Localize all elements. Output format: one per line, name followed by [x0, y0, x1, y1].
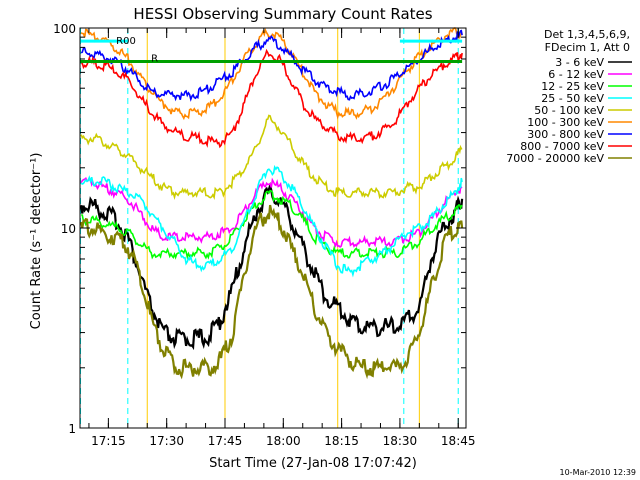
legend-label: 6 - 12 keV [548, 68, 604, 81]
legend-label: 300 - 800 keV [527, 128, 604, 141]
legend-label: 25 - 50 keV [541, 92, 604, 105]
series-line [81, 48, 463, 149]
x-tick-label: 18:45 [441, 434, 476, 448]
series-line [80, 27, 463, 121]
series-line [80, 177, 463, 249]
y-axis-label: Count Rate (s⁻¹ detector⁻¹) [29, 153, 44, 330]
flag-lines [80, 39, 463, 63]
y-tick-label: 100 [53, 22, 76, 36]
x-axis-label: Start Time (27-Jan-08 17:07:42) [209, 456, 417, 471]
series-line [80, 204, 464, 380]
x-tick-label: 18:15 [324, 434, 359, 448]
x-tick-label: 18:30 [383, 434, 418, 448]
legend-header: FDecim 1, Att 0 [545, 41, 630, 54]
annotation-label: R00 [116, 36, 136, 47]
legend-label: 12 - 25 keV [541, 80, 604, 93]
series-lines [80, 27, 464, 380]
series-line [80, 114, 463, 201]
chart-title: HESSI Observing Summary Count Rates [133, 5, 432, 23]
series-line [80, 164, 463, 278]
x-tick-label: 17:45 [208, 434, 243, 448]
annotations: R00 R [116, 36, 158, 64]
legend-label: 800 - 7000 keV [520, 140, 604, 153]
legend-header: Det 1,3,4,5,6,9, [544, 28, 630, 41]
legend-label: 3 - 6 keV [555, 56, 604, 69]
legend-label: 100 - 300 keV [527, 116, 604, 129]
axes: 1 10 100 17:15 17:30 17:45 18:00 18:15 18:30 18:4… [53, 22, 475, 448]
legend-label: 7000 - 20000 keV [506, 152, 604, 165]
y-tick-label: 10 [61, 222, 76, 236]
series-line [81, 189, 463, 260]
x-tick-label: 17:30 [149, 434, 184, 448]
footer-timestamp: 10-Mar-2010 12:39 [560, 468, 637, 477]
plot-area [80, 28, 466, 428]
y-tick-label: 1 [68, 422, 76, 436]
legend: Det 1,3,4,5,6,9,FDecim 1, Att 0 3 - 6 keV… [506, 28, 632, 165]
plot-background [80, 28, 466, 428]
series-line [80, 29, 463, 102]
annotation-label: R [151, 53, 158, 64]
x-tick-label: 18:00 [266, 434, 301, 448]
legend-label: 50 - 100 keV [534, 104, 604, 117]
x-tick-label: 17:15 [91, 434, 126, 448]
